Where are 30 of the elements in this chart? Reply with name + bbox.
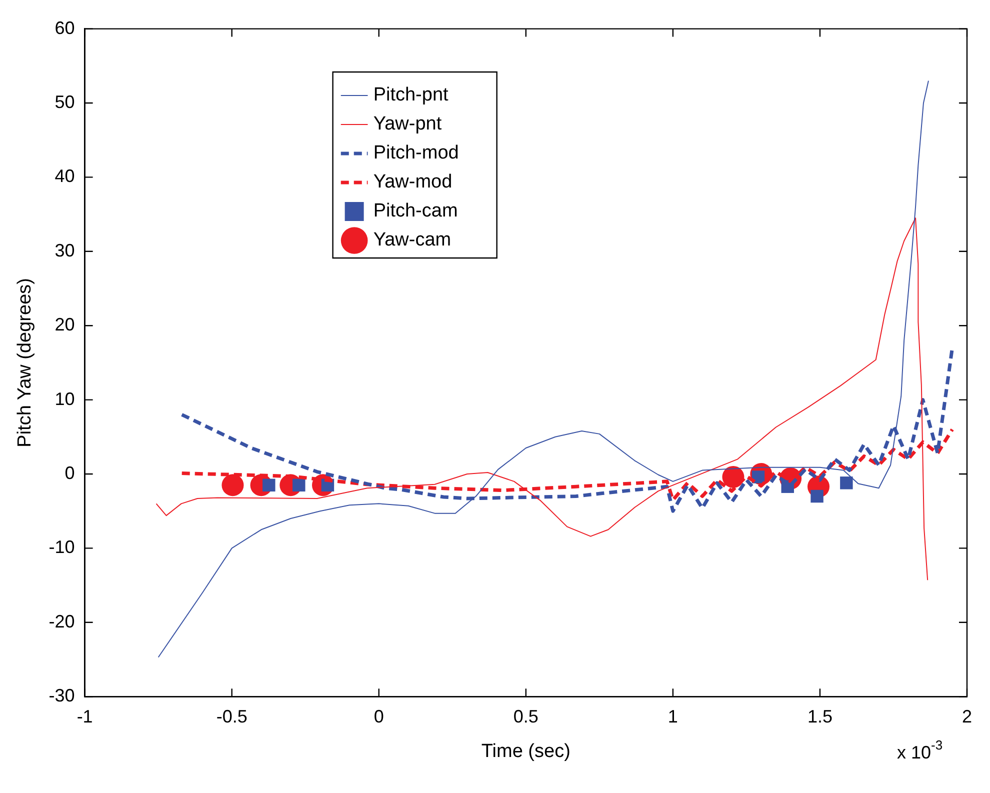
point [222,474,244,496]
legend-label: Pitch-pnt [373,84,450,106]
x-tick-label: 2 [962,706,972,726]
y-tick-label: 20 [54,314,75,335]
legend-label: Pitch-mod [373,142,459,164]
legend-label: Yaw-mod [373,172,452,193]
y-tick-label: 0 [64,462,75,483]
y-tick-label: -20 [48,611,75,632]
x-tick-label: -0.5 [216,706,248,726]
y-tick-label: 40 [54,166,75,186]
x-axis-title: Time (sec) [481,740,570,762]
x-tick-label: 1.5 [807,706,832,726]
y-tick-label: 30 [54,240,75,260]
x-tick-label: 0 [374,706,384,726]
y-axis-title: Pitch Yaw (degrees) [14,278,36,448]
y-tick-label: 50 [54,92,75,112]
point [810,490,824,503]
x-tick-label: -1 [76,706,93,726]
legend-label: Yaw-pnt [373,114,442,135]
y-tick-label: 10 [54,388,75,409]
legend-label: Yaw-cam [373,230,452,251]
y-tick-label: -10 [48,537,75,558]
y-tick-label: -30 [48,686,75,706]
y-tick-label: 60 [54,18,75,38]
point [292,478,306,492]
x-tick-label: 1 [668,706,678,726]
point [840,476,853,490]
point [262,478,276,492]
x-tick-label: 0.5 [513,706,538,726]
legend-label: Pitch-cam [373,200,458,222]
